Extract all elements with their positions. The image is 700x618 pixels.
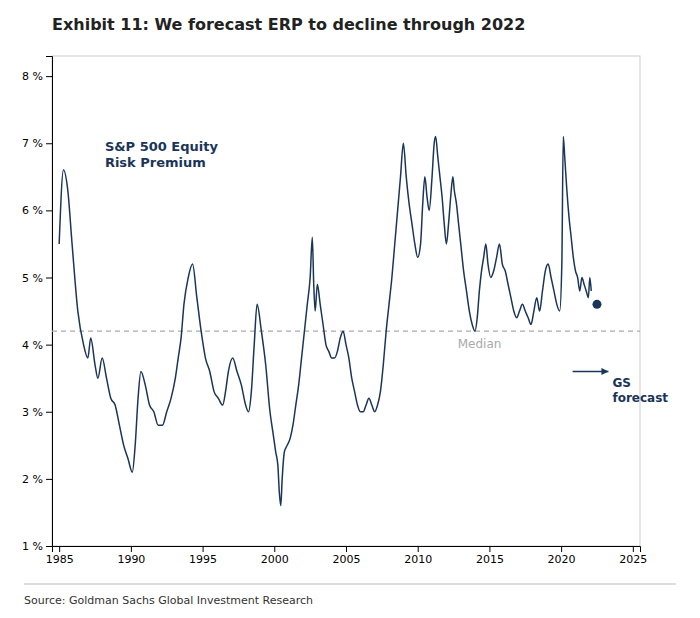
- x-axis: 1985 1990 1995 2000 2005 2010 2015 2020 2025: [46, 546, 648, 566]
- y-tick: 6 %: [22, 204, 52, 217]
- y-tick-mark: [46, 76, 52, 77]
- x-tick-mark: [59, 546, 60, 552]
- chart: Exhibit 11: We forecast ERP to decline t…: [0, 0, 700, 618]
- y-tick-label: 8 %: [22, 70, 43, 83]
- y-tick-label: 6 %: [22, 204, 43, 217]
- y-axis: 1 % 2 % 3 % 4 % 5 % 6 % 7 % 8 %: [22, 57, 52, 554]
- x-tick: 2010: [404, 546, 432, 566]
- y-tick: 7 %: [22, 137, 52, 150]
- y-tick-mark: [46, 546, 52, 547]
- plot-frame: [52, 56, 640, 546]
- x-tick-label: 2005: [333, 553, 361, 566]
- y-tick-label: 1 %: [22, 540, 43, 553]
- x-tick: 2005: [333, 546, 361, 566]
- y-tick-mark: [46, 143, 52, 144]
- y-tick-label: 2 %: [22, 473, 43, 486]
- x-tick: 2020: [548, 546, 576, 566]
- x-tick-label: 2020: [548, 553, 576, 566]
- arrow-label: GSforecast: [612, 376, 668, 404]
- source: Source: Goldman Sachs Global Investment …: [24, 594, 313, 607]
- x-tick-mark: [633, 546, 634, 552]
- y-tick: 3 %: [22, 406, 52, 419]
- y-tick: 1 %: [22, 540, 52, 553]
- arrow-label-line: GS: [612, 376, 631, 390]
- x-axis-line: [53, 547, 641, 553]
- x-tick-label: 1990: [117, 553, 145, 566]
- x-tick-mark: [274, 546, 275, 552]
- series-label: S&P 500 EquityRisk Premium: [105, 139, 219, 170]
- x-tick: 1995: [189, 546, 217, 566]
- y-tick: 4 %: [22, 339, 52, 352]
- series-line: [59, 137, 591, 506]
- x-tick-label: 1995: [189, 553, 217, 566]
- y-tick-mark: [46, 479, 52, 480]
- y-tick: 2 %: [22, 473, 52, 486]
- x-tick-mark: [418, 546, 419, 552]
- y-tick: 5 %: [22, 272, 52, 285]
- forecast-arrow: [573, 371, 609, 373]
- annotations: S&P 500 EquityRisk Premium Median GSforeca…: [105, 139, 668, 405]
- arrow-label-line: forecast: [612, 391, 668, 405]
- x-tick: 2015: [476, 546, 504, 566]
- y-tick: 8 %: [22, 70, 52, 83]
- x-tick-label: 2010: [404, 553, 432, 566]
- y-tick-mark: [46, 412, 52, 413]
- x-tick-label: 2025: [619, 553, 647, 566]
- reference-line: [52, 331, 640, 332]
- y-tick-label: 4 %: [22, 339, 43, 352]
- x-tick-mark: [203, 546, 204, 552]
- plot: 1985 1990 1995 2000 2005 2010 2015 2020 2025 1 % 2…: [22, 56, 668, 566]
- x-tick-mark: [131, 546, 132, 552]
- x-tick: 1985: [46, 546, 74, 566]
- x-tick: 2025: [619, 546, 647, 566]
- forecast-dot: [592, 300, 601, 309]
- x-tick-label: 2015: [476, 553, 504, 566]
- y-tick-mark: [46, 345, 52, 346]
- y-axis-line: [46, 57, 53, 547]
- series-label-line: S&P 500 Equity: [105, 139, 219, 154]
- title: Exhibit 11: We forecast ERP to decline t…: [52, 15, 525, 34]
- x-tick-label: 1985: [46, 553, 74, 566]
- x-tick: 2000: [261, 546, 289, 566]
- y-tick-label: 7 %: [22, 137, 43, 150]
- x-tick: 1990: [117, 546, 145, 566]
- y-tick-mark: [46, 210, 52, 211]
- x-tick-label: 2000: [261, 553, 289, 566]
- reference-label-line: Median: [458, 337, 502, 351]
- y-tick-label: 3 %: [22, 406, 43, 419]
- x-tick-mark: [561, 546, 562, 552]
- y-tick-label: 5 %: [22, 272, 43, 285]
- x-tick-mark: [346, 546, 347, 552]
- x-tick-mark: [489, 546, 490, 552]
- reference-label: Median: [458, 337, 502, 351]
- marks: [52, 137, 640, 506]
- y-tick-mark: [46, 278, 52, 279]
- series-label-line: Risk Premium: [105, 155, 206, 170]
- source-separator: [24, 584, 676, 585]
